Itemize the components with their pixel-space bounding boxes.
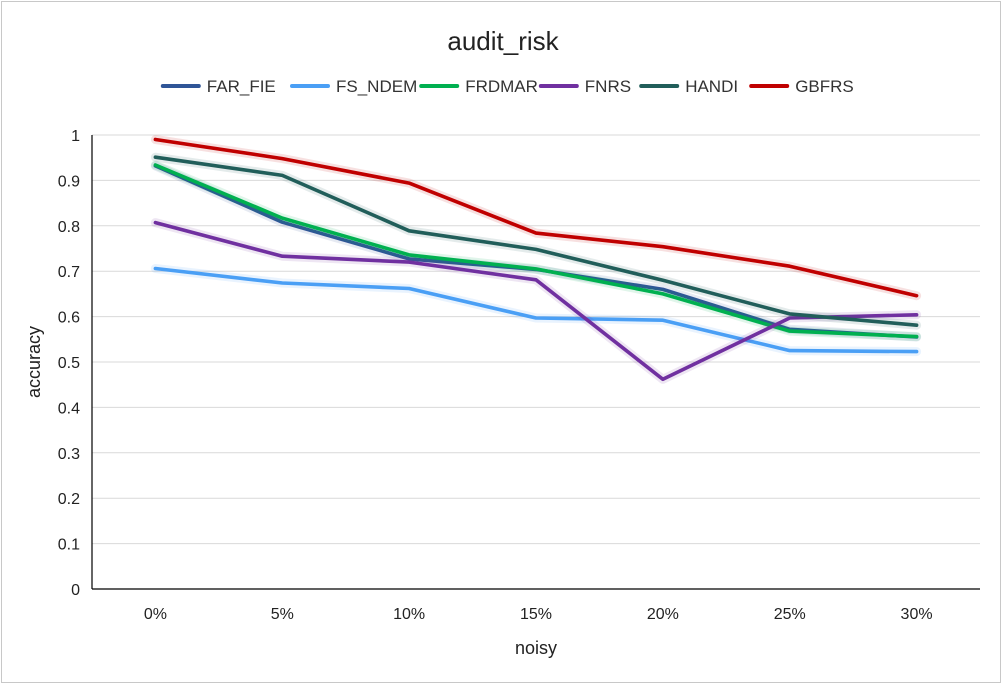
- y-tick-label: 0.1: [58, 537, 80, 554]
- legend: FAR_FIE FS_NDEM FRDMAR FNRS HANDI GBFRS: [160, 77, 854, 96]
- y-tick-label: 0.7: [58, 264, 80, 281]
- x-tick-label: 30%: [901, 606, 933, 623]
- series-line-gbfrs: [153, 137, 919, 298]
- legend-label: GBFRS: [795, 77, 854, 96]
- grid-lines: [91, 134, 980, 590]
- series-line-glow: [150, 152, 922, 330]
- x-tick-label: 15%: [520, 606, 552, 623]
- x-tick-label: 20%: [647, 606, 679, 623]
- y-tick-label: 0: [71, 582, 80, 599]
- x-tick-label: 25%: [774, 606, 806, 623]
- x-tick-label: 10%: [393, 606, 425, 623]
- legend-label: FAR_FIE: [207, 77, 276, 96]
- series-line-fs-ndem: [153, 266, 919, 354]
- y-tick-label: 0.4: [58, 400, 80, 417]
- y-axis-label: accuracy: [24, 326, 44, 398]
- series-line-frdmar: [153, 163, 919, 339]
- y-tick-label: 1: [71, 128, 80, 145]
- legend-label: FRDMAR: [465, 77, 538, 96]
- legend-label: FNRS: [585, 77, 631, 96]
- y-tick-label: 0.9: [58, 173, 80, 190]
- y-tick-label: 0.8: [58, 219, 80, 236]
- legend-label: HANDI: [685, 77, 738, 96]
- series-lines: [150, 135, 922, 384]
- legend-label: FS_NDEM: [336, 77, 417, 96]
- y-axis-ticks: 0 0.1 0.2 0.3 0.4 0.5 0.6 0.7 0.8 0.9 1: [58, 128, 80, 599]
- chart-title: audit_risk: [447, 26, 559, 56]
- x-axis-label: noisy: [515, 638, 557, 658]
- y-tick-label: 0.2: [58, 491, 80, 508]
- x-tick-label: 5%: [271, 606, 294, 623]
- x-axis-ticks: 0% 5% 10% 15% 20% 25% 30%: [144, 606, 933, 623]
- series-line-fnrs: [153, 220, 919, 382]
- y-tick-label: 0.5: [58, 355, 80, 372]
- x-tick-label: 0%: [144, 606, 167, 623]
- series-line-handi: [153, 155, 919, 328]
- y-tick-label: 0.3: [58, 446, 80, 463]
- y-tick-label: 0.6: [58, 310, 80, 327]
